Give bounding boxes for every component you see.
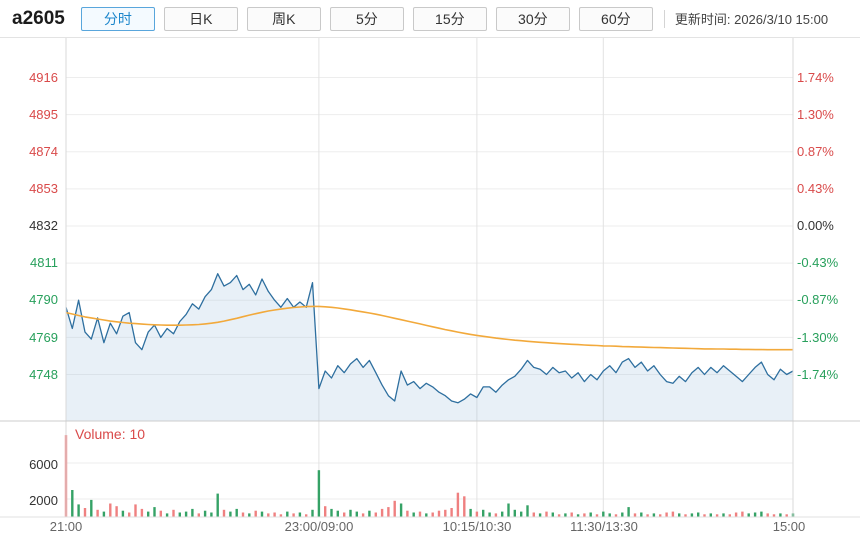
pct-tick-label: 1.30% <box>797 107 834 122</box>
price-tick-label: 4874 <box>29 144 58 159</box>
update-time: 更新时间: 2026/3/10 15:00 <box>675 9 828 28</box>
tab-15min[interactable]: 15分 <box>412 6 487 31</box>
pct-tick-label: -0.87% <box>797 292 839 307</box>
pct-tick-label: -0.43% <box>797 255 839 270</box>
tab-60min[interactable]: 60分 <box>578 6 653 31</box>
tab-5min[interactable]: 5分 <box>329 6 404 31</box>
chart-canvas <box>0 38 860 518</box>
update-time-value: 2026/3/10 15:00 <box>734 12 829 27</box>
header-divider <box>663 9 665 28</box>
price-tick-label: 4748 <box>29 367 58 382</box>
volume-tick-label: 2000 <box>29 493 58 508</box>
time-tick-label: 15:00 <box>772 519 806 534</box>
price-tick-label: 4832 <box>29 218 58 233</box>
time-tick-label: 23:00/09:00 <box>284 519 354 534</box>
price-tick-label: 4790 <box>29 292 58 307</box>
price-tick-label: 4769 <box>29 330 58 345</box>
pct-tick-label: 0.43% <box>797 181 834 196</box>
tab-30min[interactable]: 30分 <box>495 6 570 31</box>
time-tick-label: 10:15/10:30 <box>442 519 512 534</box>
pct-tick-label: -1.74% <box>797 367 839 382</box>
update-time-label: 更新时间: <box>674 12 731 27</box>
tab-minute[interactable]: 分时 <box>80 6 155 31</box>
price-tick-label: 4895 <box>29 107 58 122</box>
volume-tick-label: 6000 <box>29 457 58 472</box>
instrument-title: a2605 <box>12 7 65 29</box>
price-tick-label: 4853 <box>29 181 58 196</box>
pct-tick-label: 0.00% <box>797 218 834 233</box>
pct-tick-label: 1.74% <box>797 70 834 85</box>
price-tick-label: 4811 <box>30 255 58 270</box>
volume-label: Volume: 10 <box>75 426 146 442</box>
price-tick-label: 4916 <box>29 70 58 85</box>
time-tick-label: 11:30/13:30 <box>570 519 638 534</box>
header: a2605 分时 日K 周K 5分 15分 30分 60分 更新时间: 2026… <box>0 0 860 38</box>
pct-tick-label: 0.87% <box>797 144 834 159</box>
tab-daily-k[interactable]: 日K <box>163 6 238 31</box>
tab-weekly-k[interactable]: 周K <box>246 6 321 31</box>
time-tick-label: 21:00 <box>49 519 83 534</box>
pct-tick-label: -1.30% <box>797 330 839 345</box>
